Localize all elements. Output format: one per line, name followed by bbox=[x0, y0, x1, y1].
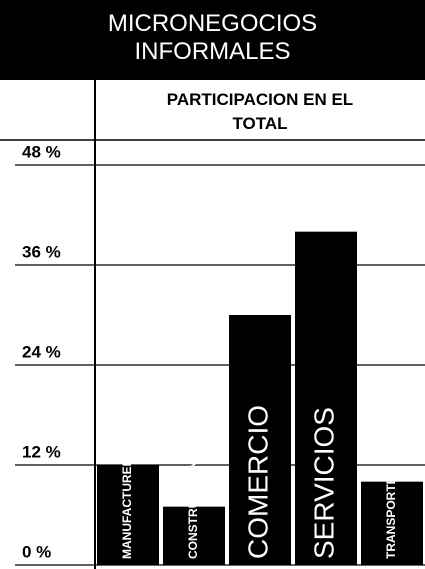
y-tick-label: 48 % bbox=[22, 142, 61, 161]
bar bbox=[97, 465, 159, 565]
y-tick-label: 12 % bbox=[22, 442, 61, 461]
bar bbox=[163, 506, 225, 565]
y-tick-label: 36 % bbox=[22, 242, 61, 261]
chart-title: MICRONEGOCIOS INFORMALES bbox=[0, 0, 425, 80]
category-label: COMERCIO bbox=[242, 405, 273, 559]
category-label: TRANSPORTE bbox=[384, 476, 398, 559]
chart-subtitle: PARTICIPACION EN EL TOTAL bbox=[166, 90, 354, 133]
category-label: CONSTRUCCION bbox=[186, 461, 200, 559]
y-tick-label: 0 % bbox=[22, 542, 51, 561]
bar bbox=[361, 481, 423, 565]
bar bbox=[229, 315, 291, 565]
y-tick-label: 24 % bbox=[22, 342, 61, 361]
category-label: MANUFACTURERAS bbox=[120, 441, 134, 559]
category-label: SERVICIOS bbox=[308, 407, 339, 559]
bar bbox=[295, 231, 357, 565]
